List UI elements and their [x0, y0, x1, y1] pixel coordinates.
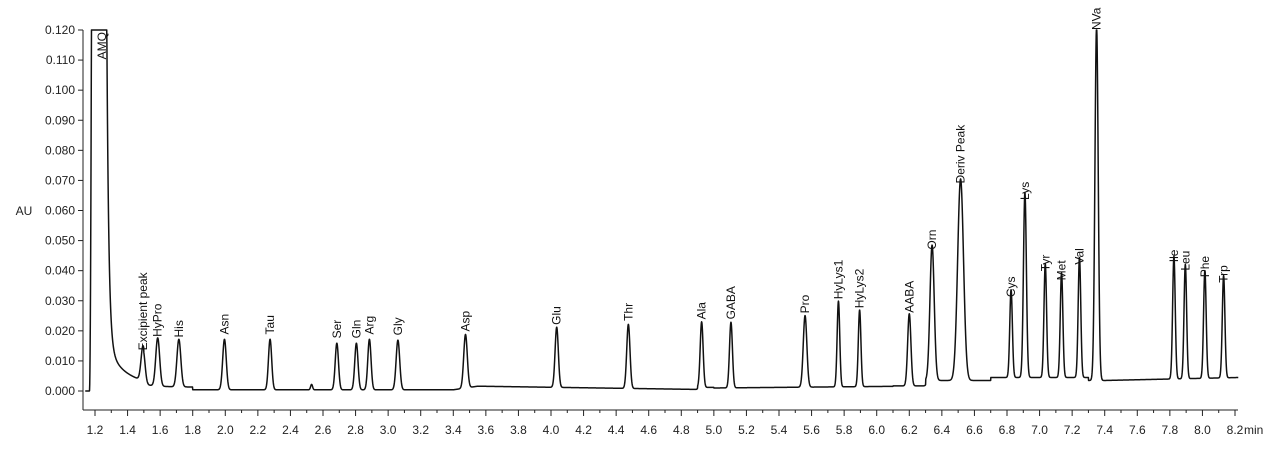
x-tick-label: 4.4: [608, 423, 625, 437]
peak-label: Tyr: [1038, 255, 1052, 272]
y-tick-label: 0.090: [45, 113, 75, 127]
peak-label: HyPro: [151, 303, 165, 337]
x-tick-label: 1.8: [184, 423, 201, 437]
x-tick-label: 2.0: [217, 423, 234, 437]
x-tick-label: 1.2: [87, 423, 104, 437]
x-tick-label: 2.4: [282, 423, 299, 437]
peak-label: Orn: [925, 230, 939, 250]
peak-label: His: [172, 320, 186, 337]
peak-label: Arg: [362, 316, 376, 335]
x-tick-label: 7.2: [1064, 423, 1081, 437]
x-tick-label: 5.4: [771, 423, 788, 437]
x-tick-label: 6.2: [901, 423, 918, 437]
x-tick-label: 6.6: [966, 423, 983, 437]
x-ticks: 1.2 1.4 1.6 1.8 2.0 2.2 2.4 2.6 2.8 3.0 3.2 3.4 3.6 3…: [87, 410, 1244, 437]
y-tick-label: 0.000: [45, 384, 75, 398]
peak-label: Phe: [1198, 256, 1212, 278]
peak-label: Leu: [1178, 251, 1192, 271]
x-tick-label: 8.0: [1194, 423, 1211, 437]
x-tick-label: 3.8: [510, 423, 527, 437]
peak-label: NVa: [1090, 7, 1104, 30]
y-ticks: 0.000 0.010 0.020 0.030 0.040 0.050 0.060 0.070…: [45, 23, 83, 398]
peak-label: GABA: [724, 286, 738, 319]
peak-label: Asn: [217, 314, 231, 335]
peak-label: Deriv Peak: [954, 124, 968, 184]
y-tick-label: 0.120: [45, 23, 75, 37]
x-tick-label: 5.2: [738, 423, 755, 437]
peak-label: Ser: [330, 320, 344, 339]
x-tick-label: 4.0: [543, 423, 560, 437]
peak-labels: Excipient peak HyPro His Asn Tau Ser Gln Arg Gly…: [95, 7, 1231, 350]
y-tick-label: 0.060: [45, 204, 75, 218]
x-tick-label: 3.6: [478, 423, 495, 437]
peak-label: Cys: [1004, 276, 1018, 297]
y-tick-label: 0.030: [45, 294, 75, 308]
y-tick-label: 0.080: [45, 143, 75, 157]
amq-annotation-label: AMQ: [95, 32, 109, 59]
x-tick-label: 1.4: [119, 423, 136, 437]
x-tick-label: 7.6: [1129, 423, 1146, 437]
x-tick-label: 3.0: [380, 423, 397, 437]
y-tick-label: 0.040: [45, 264, 75, 278]
peak-label: Tau: [263, 315, 277, 334]
peak-label: Val: [1072, 248, 1086, 264]
peak-label: Asp: [459, 310, 473, 331]
x-tick-label: 8.2: [1227, 423, 1244, 437]
peak-label: Ala: [695, 302, 709, 320]
peak-label: Gln: [349, 320, 363, 339]
x-tick-label: 2.2: [250, 423, 267, 437]
x-tick-label: 4.2: [575, 423, 592, 437]
y-tick-label: 0.050: [45, 234, 75, 248]
peak-label: HyLys2: [853, 268, 867, 308]
axes: [82, 30, 1238, 411]
x-tick-label: 3.2: [412, 423, 429, 437]
peak-label: Ile: [1167, 249, 1181, 262]
x-tick-label: 5.6: [803, 423, 820, 437]
peak-label: Pro: [798, 294, 812, 313]
peak-label: HyLys1: [831, 259, 845, 299]
x-tick-label: 6.4: [934, 423, 951, 437]
x-tick-label: 2.8: [347, 423, 364, 437]
peak-label: Met: [1055, 260, 1069, 281]
peak-label: Trp: [1217, 265, 1231, 283]
x-tick-label: 6.0: [868, 423, 885, 437]
y-tick-label: 0.020: [45, 324, 75, 338]
peak-label: Gly: [391, 317, 405, 335]
x-tick-label: 1.6: [152, 423, 169, 437]
y-axis-title: AU: [16, 204, 33, 218]
peak-label: Lys: [1018, 182, 1032, 200]
x-tick-label: 7.4: [1096, 423, 1113, 437]
y-tick-label: 0.070: [45, 173, 75, 187]
x-tick-label: 6.8: [999, 423, 1016, 437]
x-tick-label: 5.0: [706, 423, 723, 437]
peak-label: Glu: [550, 306, 564, 325]
x-tick-label: 4.8: [673, 423, 690, 437]
x-tick-label: 3.4: [445, 423, 462, 437]
x-tick-label: 7.8: [1162, 423, 1179, 437]
peak-label: Excipient peak: [136, 271, 150, 350]
peak-label: AABA: [902, 281, 916, 313]
x-tick-label: 2.6: [315, 423, 332, 437]
x-tick-label: 5.8: [836, 423, 853, 437]
y-tick-label: 0.110: [46, 53, 75, 67]
chromatogram-trace: [84, 29, 1239, 392]
x-tick-label: 4.6: [640, 423, 657, 437]
y-tick-label: 0.010: [45, 354, 75, 368]
x-axis-unit-label: min: [1244, 423, 1263, 437]
y-tick-label: 0.100: [45, 83, 75, 97]
x-tick-label: 7.0: [1031, 423, 1048, 437]
peak-label: Thr: [621, 303, 635, 321]
